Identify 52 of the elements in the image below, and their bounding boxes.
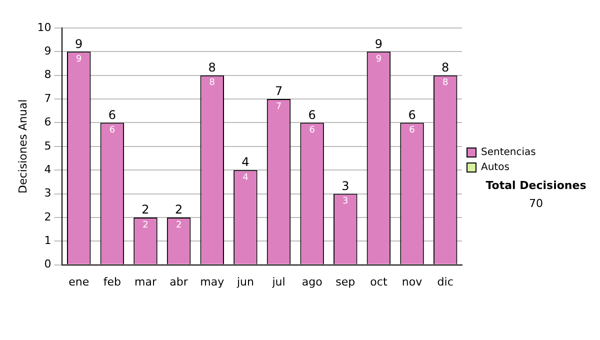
y-tick-label: 5 [44,139,52,152]
x-tick-label: may [200,275,225,288]
x-tick-label: dic [437,275,454,288]
data-label: 9 [376,54,382,65]
x-tick-label: jul [271,275,286,288]
y-tick-label: 9 [44,44,52,58]
x-tick-label: oct [370,275,388,288]
text: Total Decisiones [486,178,587,192]
x-tick-label: ago [302,275,323,288]
data-label: 7 [276,102,282,112]
total-label: 6 [408,108,416,122]
data-label: 2 [176,220,182,230]
legend-label: Autos [481,162,510,174]
y-tick-label: 3 [44,186,52,200]
data-label: 6 [409,126,416,136]
data-label: 8 [209,78,216,88]
x-tick-label: ene [68,275,90,288]
total-label: 2 [142,202,150,217]
x-tick-label: nov [402,275,423,288]
y-tick-label: 1 [44,234,52,247]
data-label: 2 [142,220,148,230]
x-tick-label: sep [336,275,356,288]
legend-label: Sentencias [481,147,536,158]
total-label: 3 [342,178,350,193]
x-tick-label: abr [170,275,188,288]
y-tick-label: 6 [44,116,52,129]
y-tick-label: 2 [44,210,52,224]
data-label: 3 [342,196,348,207]
y-tick-label: 0 [44,258,52,271]
total-label: 8 [442,60,450,74]
x-tick-label: mar [134,275,157,288]
data-label: 8 [442,78,448,88]
x-tick-label: feb [103,275,121,288]
total-label: 9 [75,36,83,51]
data-label: 9 [76,54,82,65]
y-tick-label: 10 [37,20,52,34]
total-label: 9 [374,36,383,51]
y-tick-label: 7 [44,92,52,105]
y-tick-label: 4 [44,162,52,176]
data-label: 4 [242,172,249,183]
y-tick-label: 8 [44,68,52,82]
total-label: 2 [174,202,183,217]
data-label: 6 [309,126,316,136]
total-label: 7 [274,84,283,98]
total-label: 8 [208,60,216,74]
total-label: 6 [108,108,116,122]
total-label: 4 [242,155,250,170]
total-label: 6 [308,108,316,122]
y-axis-title: Decisiones Anual [16,99,30,194]
text: 70 [529,196,543,210]
data-label: 6 [109,126,116,136]
x-tick-label: jun [236,275,254,288]
